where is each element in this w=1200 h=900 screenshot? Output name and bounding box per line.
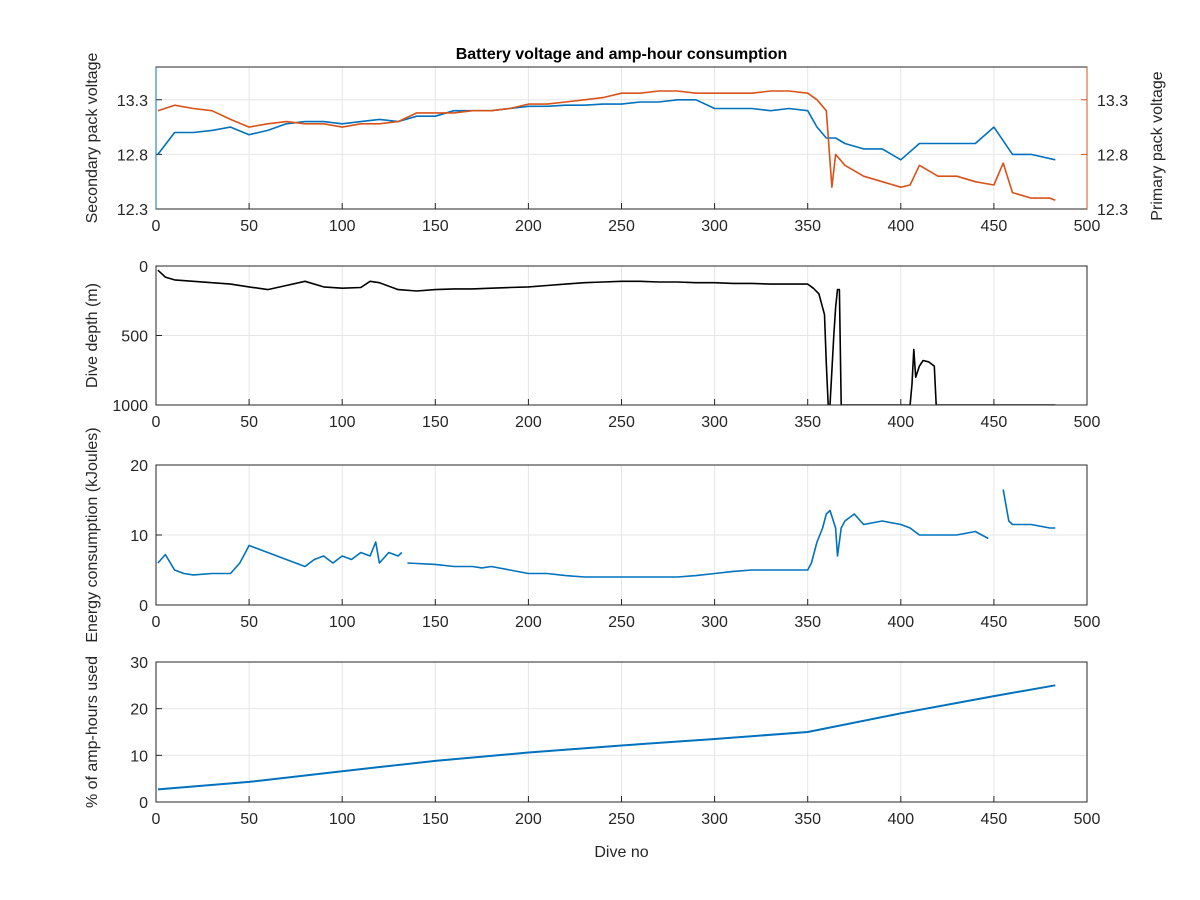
x-tick-label: 350 [794, 614, 821, 631]
x-tick-label: 450 [981, 414, 1008, 431]
x-tick-label: 300 [701, 218, 728, 235]
x-tick-label: 500 [1074, 811, 1101, 828]
x-tick-label: 150 [422, 414, 449, 431]
x-tick-label: 300 [701, 811, 728, 828]
axes-frame [155, 661, 1088, 803]
series-line-0-2 [1002, 489, 1056, 529]
y-tick-label: 13.3 [117, 93, 148, 110]
x-tick-label: 50 [240, 414, 258, 431]
y-axis-label: Energy consumption (kJoules) [84, 427, 101, 642]
x-tick-label: 150 [422, 218, 449, 235]
x-tick-label: 100 [329, 218, 356, 235]
x-tick-label: 100 [329, 614, 356, 631]
right-tick-label: 12.3 [1097, 202, 1128, 219]
x-tick-label: 250 [608, 614, 635, 631]
x-tick-label: 250 [608, 218, 635, 235]
x-tick-label: 300 [701, 414, 728, 431]
x-tick-label: 450 [981, 218, 1008, 235]
series-line-0-0 [157, 269, 1056, 405]
y-tick-label: 12.3 [117, 202, 148, 219]
x-axis-label: Dive no [594, 844, 648, 861]
x-tick-label: 500 [1074, 614, 1101, 631]
x-tick-label: 200 [515, 414, 542, 431]
y-axis-label-right: Primary pack voltage [1149, 71, 1166, 220]
depth-axes: 0 50 100 150 200 250 300 350 400 450 500 0 500 1000 Di… [84, 259, 1100, 431]
x-tick-label: 350 [794, 218, 821, 235]
y-tick-label: 1000 [112, 398, 148, 415]
x-tick-label: 500 [1074, 218, 1101, 235]
y-tick-label: 0 [139, 598, 148, 615]
x-tick-label: 450 [981, 614, 1008, 631]
x-tick-label: 0 [152, 414, 161, 431]
x-tick-label: 400 [887, 614, 914, 631]
y-tick-label: 10 [130, 748, 148, 765]
right-tick-label: 12.8 [1097, 147, 1128, 164]
x-tick-label: 300 [701, 614, 728, 631]
series-line-0-1 [407, 509, 989, 578]
right-tick-label: 13.3 [1097, 93, 1128, 110]
y-axis-label: Secondary pack voltage [84, 53, 101, 224]
x-tick-label: 50 [240, 614, 258, 631]
x-tick-label: 150 [422, 614, 449, 631]
x-tick-label: 400 [887, 414, 914, 431]
y-tick-label: 30 [130, 655, 148, 672]
x-tick-label: 500 [1074, 414, 1101, 431]
y-tick-label: 500 [121, 329, 148, 346]
y-tick-label: 12.8 [117, 147, 148, 164]
x-tick-label: 250 [608, 811, 635, 828]
x-tick-label: 100 [329, 811, 356, 828]
y-axis-label: Dive depth (m) [84, 283, 101, 388]
x-tick-label: 450 [981, 811, 1008, 828]
y-axis-label: % of amp-hours used [84, 656, 101, 808]
x-tick-label: 200 [515, 614, 542, 631]
amp-hours-axes: 0 50 100 150 200 250 300 350 400 450 500 0 10 20 30 % o… [84, 655, 1100, 861]
axes-frame [155, 265, 1088, 406]
y-tick-label: 20 [130, 458, 148, 475]
x-tick-label: 150 [422, 811, 449, 828]
y-tick-label: 0 [139, 795, 148, 812]
x-tick-label: 0 [152, 811, 161, 828]
x-tick-label: 0 [152, 218, 161, 235]
y-tick-label: 0 [139, 259, 148, 276]
series-line-0-0 [157, 684, 1056, 791]
x-tick-label: 200 [515, 811, 542, 828]
energy-axes: 0 50 100 150 200 250 300 350 400 450 500 0 10 20 Energ… [84, 427, 1100, 642]
voltage-axes: 0 50 100 150 200 250 300 350 400 450 50012.312.813… [84, 46, 1166, 235]
x-tick-label: 50 [240, 811, 258, 828]
y-tick-label: 20 [130, 702, 148, 719]
x-tick-label: 250 [608, 414, 635, 431]
x-tick-label: 350 [794, 811, 821, 828]
x-tick-label: 0 [152, 614, 161, 631]
x-tick-label: 350 [794, 414, 821, 431]
x-tick-label: 400 [887, 218, 914, 235]
chart-title: Battery voltage and amp-hour consumption [456, 46, 788, 63]
x-tick-label: 100 [329, 414, 356, 431]
axes-frame [155, 464, 1088, 606]
series-line-0-0 [157, 99, 1056, 161]
x-tick-label: 200 [515, 218, 542, 235]
x-tick-label: 50 [240, 218, 258, 235]
y-tick-label: 10 [130, 528, 148, 545]
series-line-0-0 [157, 541, 403, 576]
x-tick-label: 400 [887, 811, 914, 828]
series-line-1-0 [157, 90, 1056, 202]
